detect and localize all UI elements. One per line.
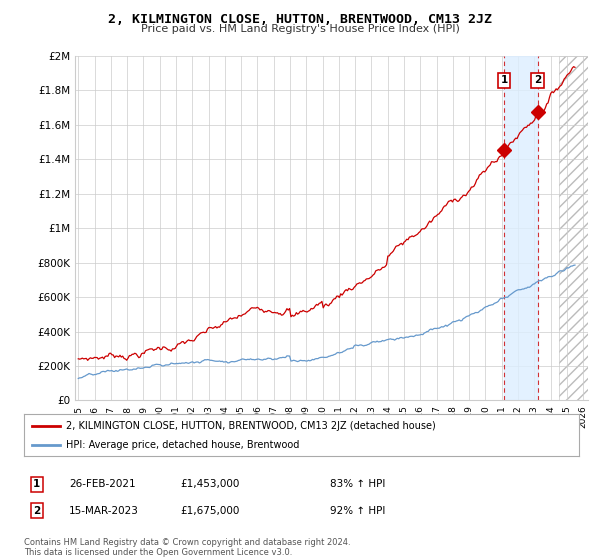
Text: Contains HM Land Registry data © Crown copyright and database right 2024.
This d: Contains HM Land Registry data © Crown c…	[24, 538, 350, 557]
Text: 1: 1	[500, 75, 508, 85]
Text: £1,453,000: £1,453,000	[180, 479, 239, 489]
Text: 1: 1	[33, 479, 40, 489]
Text: 15-MAR-2023: 15-MAR-2023	[69, 506, 139, 516]
Text: HPI: Average price, detached house, Brentwood: HPI: Average price, detached house, Bren…	[65, 440, 299, 450]
Text: 2: 2	[534, 75, 541, 85]
Text: 26-FEB-2021: 26-FEB-2021	[69, 479, 136, 489]
Bar	[504, 56, 538, 400]
Text: Price paid vs. HM Land Registry's House Price Index (HPI): Price paid vs. HM Land Registry's House …	[140, 24, 460, 34]
Bar	[559, 56, 588, 400]
Bar	[559, 56, 588, 400]
Text: 83% ↑ HPI: 83% ↑ HPI	[330, 479, 385, 489]
Text: £1,675,000: £1,675,000	[180, 506, 239, 516]
Text: 2: 2	[33, 506, 40, 516]
Text: 2, KILMINGTON CLOSE, HUTTON, BRENTWOOD, CM13 2JZ: 2, KILMINGTON CLOSE, HUTTON, BRENTWOOD, …	[108, 13, 492, 26]
Text: 92% ↑ HPI: 92% ↑ HPI	[330, 506, 385, 516]
Text: 2, KILMINGTON CLOSE, HUTTON, BRENTWOOD, CM13 2JZ (detached house): 2, KILMINGTON CLOSE, HUTTON, BRENTWOOD, …	[65, 421, 436, 431]
